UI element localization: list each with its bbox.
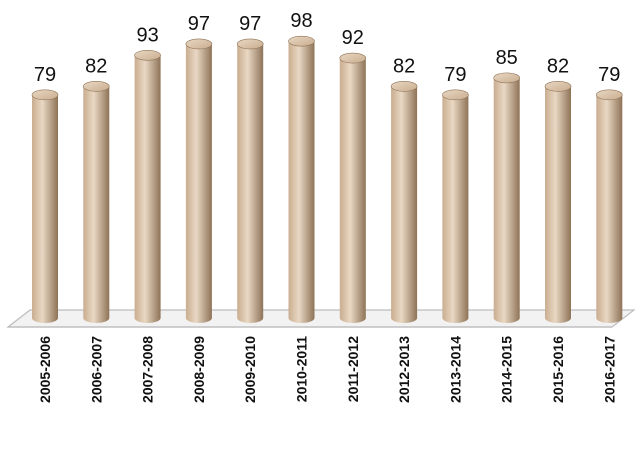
data-labels-group: 79 82 93 97 97 98 92 82 79 85 82 79 <box>34 10 621 86</box>
x-tick-label: 2014-2015 <box>499 336 515 403</box>
bar-cap <box>339 52 367 64</box>
bar-body <box>391 86 418 324</box>
bar-cap <box>236 38 264 50</box>
bar <box>236 38 264 323</box>
data-label: 98 <box>290 10 312 32</box>
bar-cap <box>390 81 418 92</box>
bar-cap <box>134 49 161 61</box>
bar-body <box>545 86 571 323</box>
bar-body <box>442 94 469 324</box>
x-tick-label: 2016-2017 <box>601 336 617 403</box>
x-tick-label: 2011-2012 <box>345 336 361 402</box>
bar-body <box>596 94 623 324</box>
x-tick-label: 2008-2009 <box>191 336 207 403</box>
bar <box>390 81 418 324</box>
data-label: 79 <box>598 64 620 86</box>
bar-body <box>339 58 366 324</box>
data-label: 92 <box>342 27 364 49</box>
x-tick-label: 2013-2014 <box>447 336 463 403</box>
bar-cap <box>185 38 213 50</box>
data-label: 79 <box>444 64 466 86</box>
bar <box>288 35 315 324</box>
bar <box>595 89 623 324</box>
data-label: 79 <box>34 64 56 86</box>
data-label: 82 <box>85 55 107 77</box>
data-label: 85 <box>496 47 518 69</box>
bar-cap <box>31 89 59 101</box>
bar <box>134 49 161 324</box>
bar-body <box>288 41 315 324</box>
bar-body <box>237 43 264 323</box>
x-tick-labels-group: 2005-2006 2006-2007 2007-2008 2008-2009 2009… <box>37 336 617 403</box>
data-label: 97 <box>188 13 210 35</box>
bar <box>185 38 213 323</box>
x-tick-label: 2012-2013 <box>396 336 412 403</box>
x-tick-label: 2006-2007 <box>88 336 104 403</box>
bar-body <box>185 43 212 323</box>
bar <box>493 72 521 324</box>
bar <box>544 81 572 323</box>
bar-cap <box>442 89 469 101</box>
data-label: 82 <box>547 55 569 77</box>
bar-body <box>134 55 161 324</box>
bar <box>339 52 367 324</box>
bar <box>83 81 110 324</box>
bar-cap <box>595 89 623 101</box>
bar <box>31 89 59 323</box>
bar-cap <box>288 35 315 47</box>
bar-body <box>32 94 58 323</box>
x-tick-label: 2015-2016 <box>550 336 566 403</box>
bar-body <box>83 86 110 324</box>
data-label: 93 <box>136 24 158 46</box>
x-tick-label: 2010-2011 <box>294 336 310 402</box>
data-label: 97 <box>239 13 261 35</box>
bar-cap <box>493 72 521 84</box>
x-tick-label: 2009-2010 <box>242 336 258 403</box>
x-tick-label: 2005-2006 <box>37 336 53 403</box>
bar-cap <box>83 81 110 92</box>
bar-body <box>493 77 520 324</box>
bars-group <box>31 35 623 324</box>
bar-cap <box>544 81 572 92</box>
data-label: 82 <box>393 55 415 77</box>
bar <box>442 89 469 324</box>
x-tick-label: 2007-2008 <box>140 336 156 403</box>
